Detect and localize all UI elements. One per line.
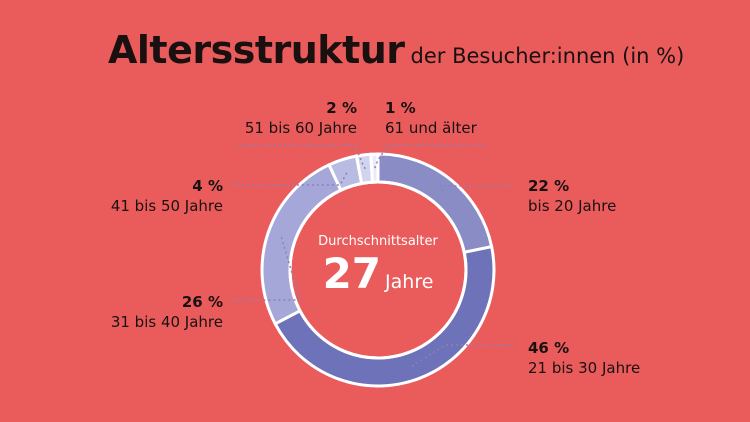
pct: 1 % (385, 99, 416, 117)
category: 31 bis 40 Jahre (110, 313, 223, 331)
pct: 2 % (326, 99, 357, 117)
category: bis 20 Jahre (528, 197, 617, 215)
leader-line (374, 144, 485, 169)
average-age-unit: Jahre (385, 271, 434, 293)
category: 41 bis 50 Jahre (110, 197, 223, 215)
average-age-value: 27 (322, 249, 382, 298)
pct: 46 % (528, 339, 570, 357)
category: 21 bis 30 Jahre (528, 359, 641, 377)
pct: 26 % (181, 293, 223, 311)
chart-title: Altersstruktur der Besucher:innen (in %) (108, 28, 684, 72)
pct: 22 % (528, 177, 570, 195)
leader-line (411, 344, 515, 367)
label-41-50: 4 % 41 bis 50 Jahre (111, 176, 223, 216)
label-61-plus: 1 % 61 und älter (385, 98, 477, 138)
label-31-40: 26 % 31 bis 40 Jahre (111, 292, 223, 332)
leader-line (438, 185, 515, 192)
average-age: Durchschnittsalter 27 Jahre (318, 234, 438, 298)
leader-line (230, 237, 302, 301)
category: 61 und älter (385, 119, 477, 137)
category: 51 bis 60 Jahre (244, 119, 357, 137)
leader-line (238, 144, 366, 170)
average-age-caption: Durchschnittsalter (318, 234, 438, 249)
label-bis-20: 22 % bis 20 Jahre (528, 176, 616, 216)
donut-slice (369, 152, 380, 184)
donut-inner-ring (288, 180, 468, 360)
title-main: Altersstruktur (108, 28, 405, 72)
label-51-60: 2 % 51 bis 60 Jahre (245, 98, 357, 138)
pct: 4 % (192, 177, 223, 195)
label-21-30: 46 % 21 bis 30 Jahre (528, 338, 640, 378)
title-sub: der Besucher:innen (in %) (410, 44, 685, 68)
